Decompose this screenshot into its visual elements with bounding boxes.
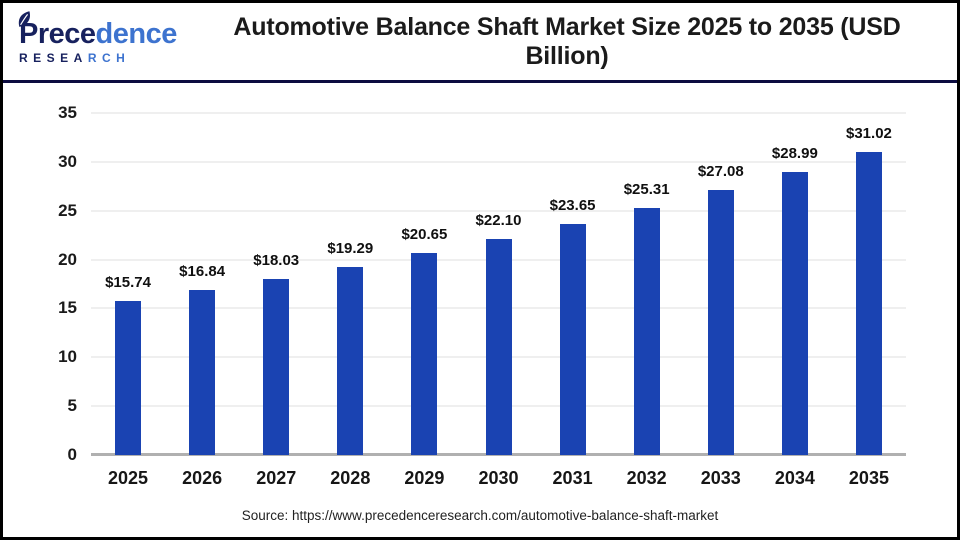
brand-logo: Precedence RESEARCH	[18, 10, 191, 64]
bar-chart: 0 5 10 15 20 25 30 35 $15.74 2025 $16.84 2026 $18.03…	[3, 83, 957, 513]
value-label-2032: $25.31	[623, 180, 670, 198]
bar-2028	[337, 266, 364, 455]
bar-2029	[411, 253, 438, 455]
value-label-2028: $19.29	[327, 239, 374, 257]
bar-2034	[781, 171, 808, 455]
x-tick-label-2034: 2034	[774, 468, 815, 488]
bar-2033	[707, 190, 734, 455]
y-tick-label-20: 20	[58, 249, 77, 269]
y-tick-label-25: 25	[58, 200, 77, 220]
bar-2035	[855, 151, 882, 455]
x-tick-label-2031: 2031	[552, 468, 593, 488]
bar-2030	[485, 239, 512, 455]
x-tick-label-2033: 2033	[700, 468, 741, 488]
x-tick-label-2028: 2028	[330, 468, 371, 488]
y-tick-label-15: 15	[58, 298, 77, 318]
logo-sub-light: RCH	[87, 50, 131, 65]
value-label-2033: $27.08	[697, 163, 744, 181]
value-label-2029: $20.65	[401, 226, 448, 244]
header-divider	[3, 80, 957, 83]
bar-2025	[115, 301, 142, 455]
logo-wordmark: Precedence	[19, 17, 191, 50]
y-tick-label-35: 35	[58, 103, 77, 122]
bar-2031	[559, 223, 586, 455]
x-tick-label-2027: 2027	[256, 468, 297, 488]
page-title: Automotive Balance Shaft Market Size 202…	[233, 12, 901, 70]
value-label-2030: $22.10	[475, 212, 522, 230]
bar-2027	[263, 278, 290, 455]
gridline-35	[91, 112, 906, 114]
value-label-2027: $18.03	[253, 251, 300, 269]
logo-subtitle: RESEARCH	[19, 52, 191, 64]
y-tick-label-30: 30	[58, 151, 77, 171]
value-label-2035: $31.02	[846, 124, 892, 142]
logo-word-dark: Prece	[19, 17, 96, 50]
gridline-30	[91, 160, 906, 163]
x-tick-label-2026: 2026	[182, 468, 223, 488]
bar-2026	[189, 290, 216, 455]
x-tick-label-2029: 2029	[404, 468, 445, 488]
logo-word-light: dence	[95, 17, 178, 50]
gridline-25	[91, 209, 906, 212]
x-tick-label-2035: 2035	[848, 468, 889, 488]
logo-sub-dark: RESEA	[19, 50, 88, 65]
y-tick-label-5: 5	[67, 396, 77, 416]
source-text: Source: https://www.precedenceresearch.c…	[241, 508, 719, 523]
bar-2032	[633, 207, 660, 455]
value-label-2034: $28.99	[771, 144, 818, 162]
y-tick-label-0: 0	[67, 445, 77, 464]
header: Precedence RESEARCH Automotive Balance S…	[3, 3, 957, 80]
y-tick-label-10: 10	[58, 347, 77, 367]
value-label-2025: $15.74	[105, 274, 151, 292]
x-tick-label-2032: 2032	[626, 468, 667, 488]
logo-leaf-icon	[18, 10, 30, 27]
x-tick-label-2030: 2030	[478, 468, 519, 488]
value-label-2031: $23.65	[549, 196, 596, 214]
value-label-2026: $16.84	[179, 263, 226, 281]
x-tick-label-2025: 2025	[108, 468, 149, 488]
